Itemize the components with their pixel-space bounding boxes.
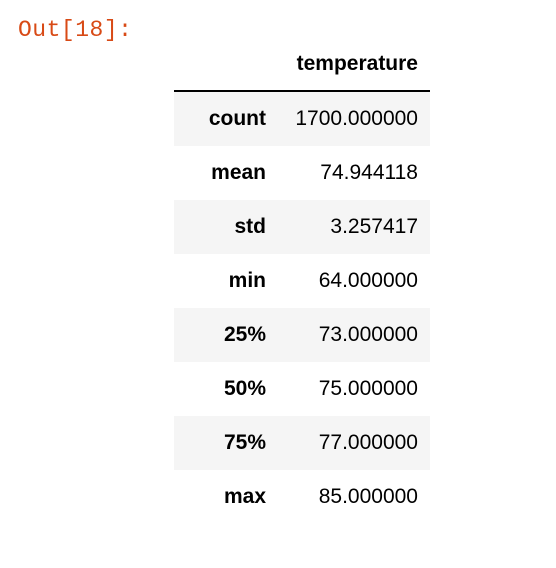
row-label: 75% <box>223 431 266 454</box>
header-row: temperature <box>174 38 430 92</box>
table-row: mean 74.944118 <box>174 146 430 200</box>
output-prompt: Out[18]: <box>18 17 133 43</box>
row-label: 25% <box>223 323 266 346</box>
index-header <box>174 38 278 92</box>
table-row: count 1700.000000 <box>174 91 430 146</box>
row-value: 75.000000 <box>318 377 418 400</box>
row-value: 3.257417 <box>330 215 418 238</box>
row-label: min <box>228 269 266 292</box>
row-value: 85.000000 <box>318 485 418 508</box>
table-row: 75% 77.000000 <box>174 416 430 470</box>
table-body: count 1700.000000 mean 74.944118 std 3.2… <box>174 91 430 524</box>
row-label: 50% <box>223 377 266 400</box>
table-header: temperature <box>174 38 430 92</box>
table-row: std 3.257417 <box>174 200 430 254</box>
row-label: mean <box>211 161 266 184</box>
table-row: min 64.000000 <box>174 254 430 308</box>
row-value: 1700.000000 <box>295 107 418 130</box>
row-value: 64.000000 <box>318 269 418 292</box>
table-row: max 85.000000 <box>174 470 430 524</box>
column-header-temperature: temperature <box>278 38 430 92</box>
row-value: 74.944118 <box>320 161 418 184</box>
row-value: 77.000000 <box>318 431 418 454</box>
dataframe-table: temperature count 1700.000000 mean 74.94… <box>174 38 430 524</box>
table-row: 50% 75.000000 <box>174 362 430 416</box>
table-row: 25% 73.000000 <box>174 308 430 362</box>
row-value: 73.000000 <box>318 323 418 346</box>
row-label: std <box>234 215 267 238</box>
row-label: count <box>208 107 266 130</box>
row-label: max <box>223 485 266 508</box>
